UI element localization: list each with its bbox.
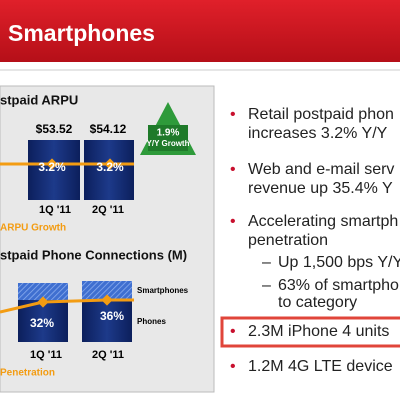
period: 1Q '11 bbox=[39, 204, 71, 216]
sub-text: 63% of smartphon bbox=[278, 277, 400, 294]
bullet-text: revenue up 35.4% Y bbox=[248, 180, 393, 197]
bullet-text: increases 3.2% Y/Y bbox=[248, 125, 388, 142]
sub-dash: – bbox=[262, 254, 271, 271]
segment-label: Smartphones bbox=[137, 286, 189, 295]
header-title: Smartphones bbox=[8, 20, 155, 46]
badge-box bbox=[148, 125, 188, 151]
bullet-dot: • bbox=[230, 106, 236, 123]
penetration-label: 32% bbox=[30, 316, 54, 330]
bullet-list: • Retail postpaid phon increases 3.2% Y/Y •… bbox=[220, 106, 400, 375]
period: 2Q '11 bbox=[92, 204, 124, 216]
bullet-text: 2.3M iPhone 4 units bbox=[248, 323, 389, 340]
sub-dash: – bbox=[262, 277, 271, 294]
value-label: $54.12 bbox=[90, 122, 127, 136]
growth-label: 3.2% bbox=[96, 160, 124, 174]
panel-title: stpaid ARPU bbox=[0, 92, 78, 107]
marker bbox=[46, 158, 58, 170]
bar-segment bbox=[82, 300, 132, 342]
bullet-dot: • bbox=[230, 213, 236, 230]
bar-segment bbox=[82, 281, 132, 300]
bar-segment bbox=[18, 283, 68, 300]
badge-label: Y/Y Growth bbox=[147, 139, 190, 148]
bar bbox=[84, 140, 134, 200]
header-band bbox=[0, 0, 400, 62]
bullet-text: 1.2M 4G LTE device bbox=[248, 358, 393, 375]
legend: Penetration bbox=[0, 368, 55, 379]
sub-text: Up 1,500 bps Y/Y bbox=[278, 254, 400, 271]
bullet-text: penetration bbox=[248, 232, 328, 249]
sub-text: to category bbox=[278, 294, 357, 311]
badge-value: 1.9% bbox=[157, 128, 180, 139]
period: 2Q '11 bbox=[92, 349, 124, 361]
growth-label: 3.2% bbox=[38, 160, 66, 174]
bullet-text: Accelerating smartph bbox=[248, 213, 398, 230]
highlight-box bbox=[220, 316, 400, 348]
marker bbox=[37, 296, 49, 308]
bullet-text: Web and e-mail serv bbox=[248, 161, 394, 178]
panel-title: stpaid Phone Connections (M) bbox=[0, 247, 187, 262]
segment-label: Phones bbox=[137, 317, 166, 326]
penetration-line bbox=[0, 298, 134, 314]
bar bbox=[28, 140, 80, 200]
penetration-label: 36% bbox=[100, 309, 124, 323]
bullet-dot: • bbox=[230, 358, 236, 375]
value-label: $53.52 bbox=[36, 122, 73, 136]
bullet-dot: • bbox=[230, 323, 236, 340]
bullet-text: Retail postpaid phon bbox=[248, 106, 394, 123]
legend: ARPU Growth bbox=[0, 223, 66, 234]
period: 1Q '11 bbox=[30, 349, 62, 361]
bullet-dot: • bbox=[230, 161, 236, 178]
